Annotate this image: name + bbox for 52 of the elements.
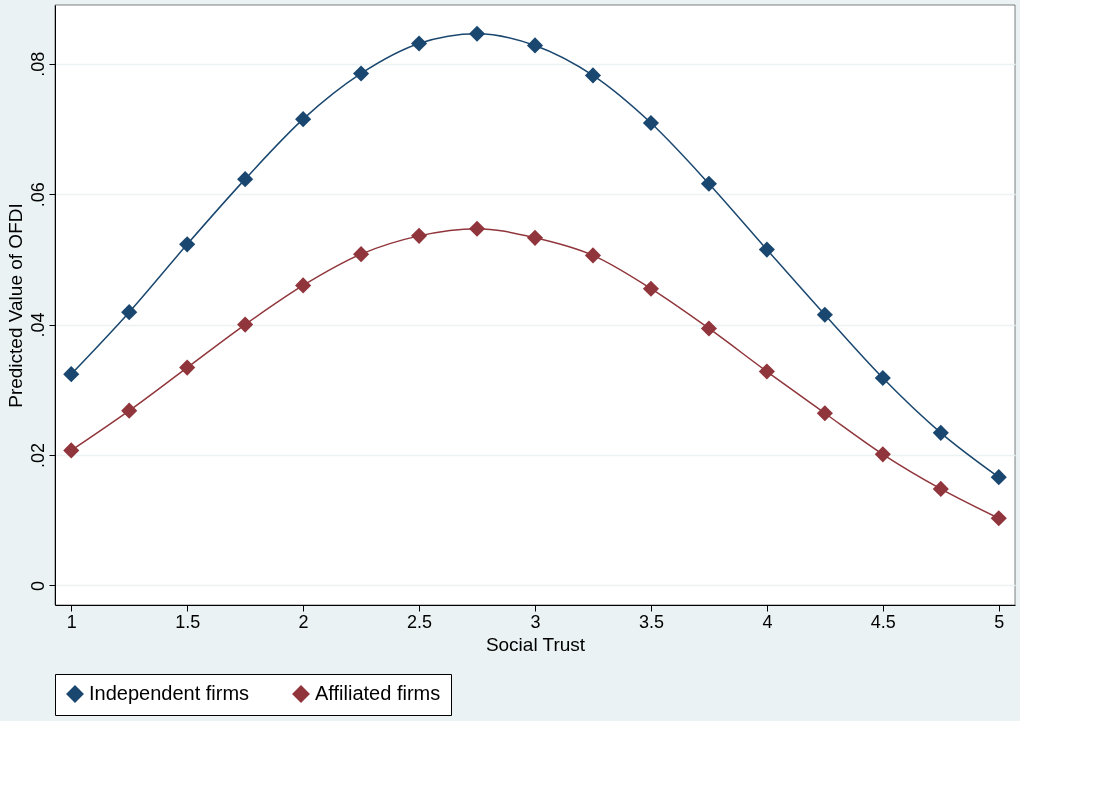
point bbox=[237, 316, 254, 333]
y-tick-label: .04 bbox=[27, 312, 48, 338]
point bbox=[179, 236, 196, 253]
point bbox=[758, 363, 775, 380]
legend-label: Independent firms bbox=[89, 682, 250, 705]
point bbox=[295, 277, 312, 294]
x-tick-label: 2 bbox=[298, 611, 309, 632]
point bbox=[700, 320, 717, 337]
x-tick-label: 3.5 bbox=[638, 611, 664, 632]
point bbox=[295, 111, 312, 128]
point bbox=[700, 175, 717, 192]
x-tick-label: 5 bbox=[994, 611, 1005, 632]
y-tick-label: .06 bbox=[27, 182, 48, 208]
point bbox=[874, 446, 891, 463]
point bbox=[63, 366, 80, 383]
x-tick-label: 2.5 bbox=[407, 611, 433, 632]
point bbox=[411, 35, 428, 52]
point bbox=[121, 402, 138, 419]
x-tick-label: 4 bbox=[762, 611, 773, 632]
point bbox=[874, 369, 891, 387]
point bbox=[642, 280, 659, 297]
point bbox=[758, 241, 775, 258]
point bbox=[411, 227, 428, 244]
point bbox=[932, 424, 949, 441]
point bbox=[468, 220, 486, 237]
point bbox=[468, 25, 486, 42]
point bbox=[63, 442, 80, 459]
x-tick-label: 1 bbox=[66, 611, 77, 632]
point bbox=[353, 65, 370, 82]
point bbox=[121, 304, 138, 321]
point bbox=[526, 37, 544, 54]
point bbox=[990, 510, 1007, 527]
point bbox=[353, 246, 370, 263]
point bbox=[237, 171, 254, 188]
point bbox=[584, 67, 602, 84]
y-tick-label: .02 bbox=[27, 442, 48, 469]
point bbox=[584, 247, 602, 264]
point bbox=[932, 480, 949, 497]
point bbox=[526, 229, 544, 246]
x-tick-label: 1.5 bbox=[175, 611, 201, 632]
x-tick-label: 3 bbox=[530, 611, 541, 632]
point bbox=[642, 114, 659, 132]
y-tick-label: 0 bbox=[27, 580, 48, 591]
legend-label: Affiliated firms bbox=[315, 682, 441, 705]
point bbox=[816, 306, 833, 323]
x-axis-title: Social Trust bbox=[485, 633, 586, 655]
y-tick-label: .08 bbox=[27, 51, 48, 77]
x-tick-label: 4.5 bbox=[870, 611, 896, 632]
y-axis-title: Predicted Value of OFDI bbox=[4, 203, 26, 408]
point bbox=[816, 405, 833, 422]
point bbox=[179, 359, 196, 376]
point bbox=[990, 469, 1007, 486]
